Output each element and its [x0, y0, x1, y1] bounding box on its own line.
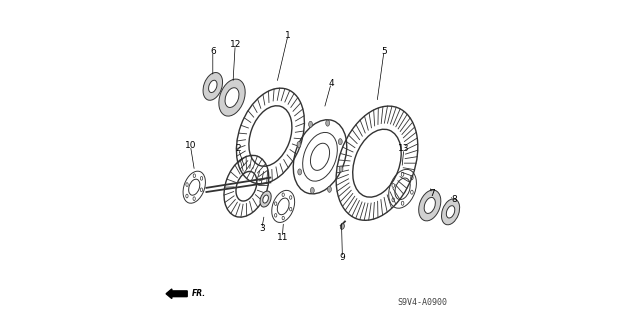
- Ellipse shape: [339, 166, 343, 172]
- Ellipse shape: [298, 169, 301, 175]
- Text: 12: 12: [230, 40, 241, 49]
- Ellipse shape: [297, 141, 301, 148]
- Ellipse shape: [442, 199, 460, 225]
- Text: 3: 3: [259, 224, 264, 233]
- Ellipse shape: [340, 224, 344, 229]
- Ellipse shape: [339, 139, 342, 145]
- Text: 7: 7: [429, 189, 435, 198]
- Ellipse shape: [260, 191, 271, 207]
- Text: 11: 11: [276, 233, 288, 242]
- Ellipse shape: [326, 120, 330, 126]
- Text: 8: 8: [452, 195, 457, 204]
- Ellipse shape: [219, 79, 245, 116]
- Ellipse shape: [310, 188, 314, 194]
- Ellipse shape: [446, 206, 455, 218]
- Ellipse shape: [263, 195, 268, 203]
- Text: 13: 13: [398, 144, 410, 153]
- Ellipse shape: [424, 197, 435, 213]
- FancyArrow shape: [166, 289, 187, 299]
- Text: 1: 1: [285, 31, 291, 40]
- Text: 10: 10: [185, 141, 196, 150]
- Ellipse shape: [209, 80, 217, 92]
- Text: 2: 2: [236, 144, 241, 153]
- Text: 6: 6: [210, 47, 216, 56]
- Ellipse shape: [328, 186, 332, 192]
- Text: S9V4-A0900: S9V4-A0900: [397, 298, 447, 307]
- Text: 4: 4: [328, 79, 334, 88]
- Ellipse shape: [225, 88, 239, 108]
- Ellipse shape: [203, 73, 223, 100]
- Ellipse shape: [419, 190, 441, 221]
- Text: 5: 5: [381, 47, 387, 56]
- Text: 9: 9: [340, 253, 345, 262]
- Ellipse shape: [308, 121, 312, 127]
- Text: FR.: FR.: [191, 289, 205, 298]
